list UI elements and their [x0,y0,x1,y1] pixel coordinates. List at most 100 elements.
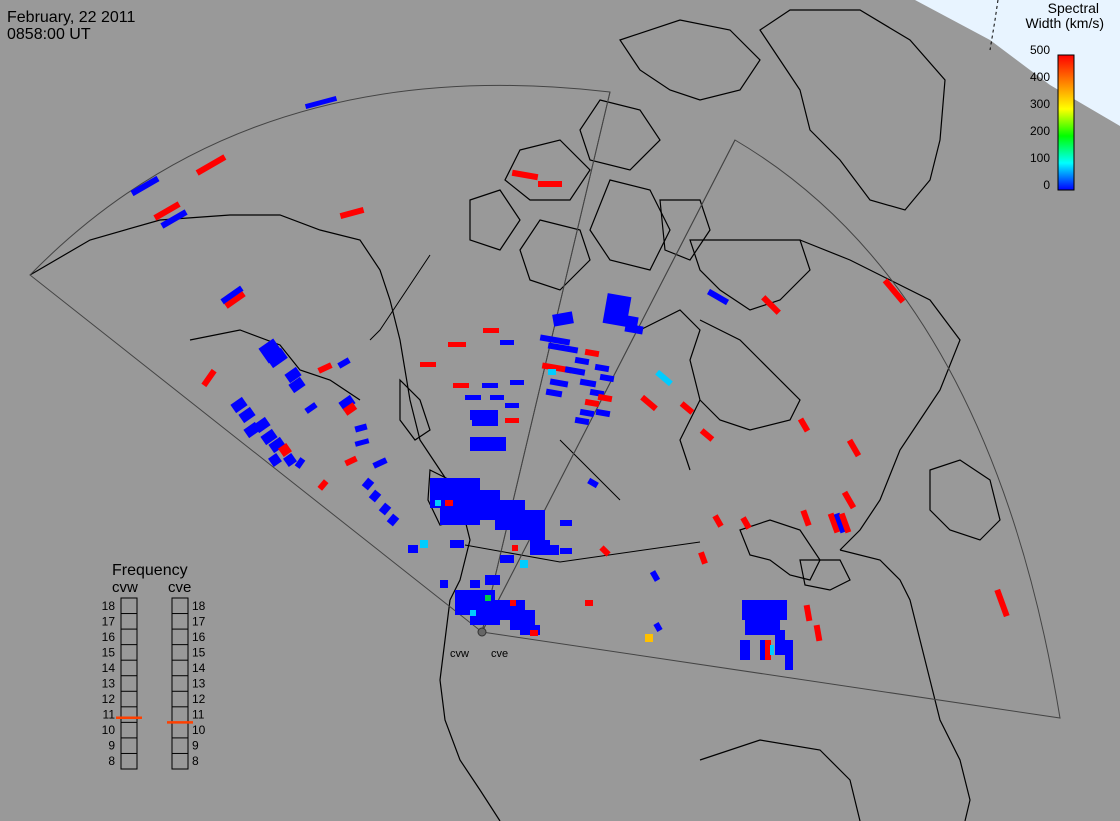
scatter-cell [485,575,500,585]
frequency-scale-label: 14 [102,661,116,675]
scatter-cell [740,516,752,530]
scatter-cell [706,288,730,306]
frequency-scale-label: 16 [192,630,206,644]
frequency-scale-label: 18 [102,599,116,613]
scatter-cell [485,595,491,601]
header-time: 0858:00 UT [7,26,91,43]
scatter-cell [785,640,793,670]
scatter-cell [655,369,673,387]
scatter-cell [450,540,464,548]
colorbar-tick-label: 500 [1030,43,1050,57]
frequency-scale-label: 10 [102,723,116,737]
scatter-cell [408,545,418,553]
scatter-cell [420,362,436,367]
frequency-scale-label: 13 [192,677,206,691]
scatter-cell [160,209,188,229]
scatter-cell [361,477,375,491]
scatter-cell [624,323,644,335]
scatter-cell [238,406,256,424]
frequency-scale-label: 9 [108,739,115,753]
scatter-cell [220,285,244,305]
frequency-scale-label: 15 [102,645,116,659]
scatter-cell [761,295,781,315]
frequency-scale-label: 12 [102,692,116,706]
scatter-cell [595,408,611,418]
scatter-cell [268,453,282,467]
scatter-cell [545,388,563,398]
scatter-cell [653,622,663,632]
scatter-cell [483,328,499,333]
scatter-cell [827,512,841,534]
frequency-scale-label: 13 [102,677,116,691]
scatter-cell [354,423,368,433]
colorbar-gradient [1057,54,1075,191]
scatter-cell [470,410,498,420]
scatter-cell [470,610,476,616]
scatter-cell [579,408,595,418]
scatter-cell [564,366,586,376]
radar-label-west: cvw [450,648,469,660]
scatter-cell [599,545,611,557]
header-date: February, 22 2011 [7,9,136,26]
scatter-cell [445,500,453,506]
scatter-cell [640,394,658,412]
scatter-cell [545,545,559,555]
frequency-scale-label: 10 [192,723,206,737]
scatter-cell [745,620,780,635]
frequency-scale-label: 8 [192,754,199,768]
frequency-title: Frequency [112,562,188,579]
scatter-cell [378,502,392,516]
frequency-scale-label: 12 [192,692,206,706]
colorbar-tick-label: 200 [1030,124,1050,138]
scatter-cell [420,540,428,548]
scatter-cell [742,600,787,620]
terminator-line [989,0,999,51]
scatter-cell [594,363,610,373]
scatter-cell [833,512,847,534]
scatter-cell [195,154,227,176]
colorbar-tick-label: 0 [1043,178,1050,192]
scatter-cell [470,610,500,625]
scatter-cell [548,369,556,375]
scatter-cell [490,395,504,400]
scatter-cell [201,368,217,388]
scatter-cell [304,402,318,414]
scatter-cell [609,312,639,328]
scatter-cell [841,490,857,510]
scatter-cell [511,169,539,181]
radar-site-marker [477,627,487,637]
frequency-scale-label: 18 [192,599,206,613]
scatter-cell [304,95,338,110]
frequency-scale-label: 9 [192,739,199,753]
scatter-cell [520,560,528,568]
scatter-cell [260,428,278,446]
scatter-cell [645,634,653,642]
scatter-cell [317,479,329,491]
scatter-cell [284,366,302,384]
scatter-cell [268,436,286,454]
scatter-cell [800,509,812,527]
scatter-cell [587,477,599,489]
scatter-cell [482,383,498,388]
scatter-cell [797,417,811,433]
scatter-cell [585,600,593,606]
scatter-cell [130,175,160,197]
colorbar-tick-label: 100 [1030,151,1050,165]
scatter-cell [510,600,516,606]
scatter-cell [560,548,572,554]
frequency-scale-label: 11 [103,708,116,722]
radar-label-east: cve [491,648,508,660]
scatter-cell [354,438,370,447]
scatter-cell [525,510,545,540]
scatter-cell [342,402,358,416]
colorbar-title-1: Spectral [1048,0,1099,16]
scatter-cell [679,401,695,415]
scatter-cell [712,514,724,528]
scatter-cell [470,437,506,451]
scatter-cell [368,489,382,503]
scatter-cell [317,362,333,374]
scatter-cell [552,311,574,327]
scatter-cell [224,291,246,309]
frequency-label-cve: cve [168,579,191,596]
